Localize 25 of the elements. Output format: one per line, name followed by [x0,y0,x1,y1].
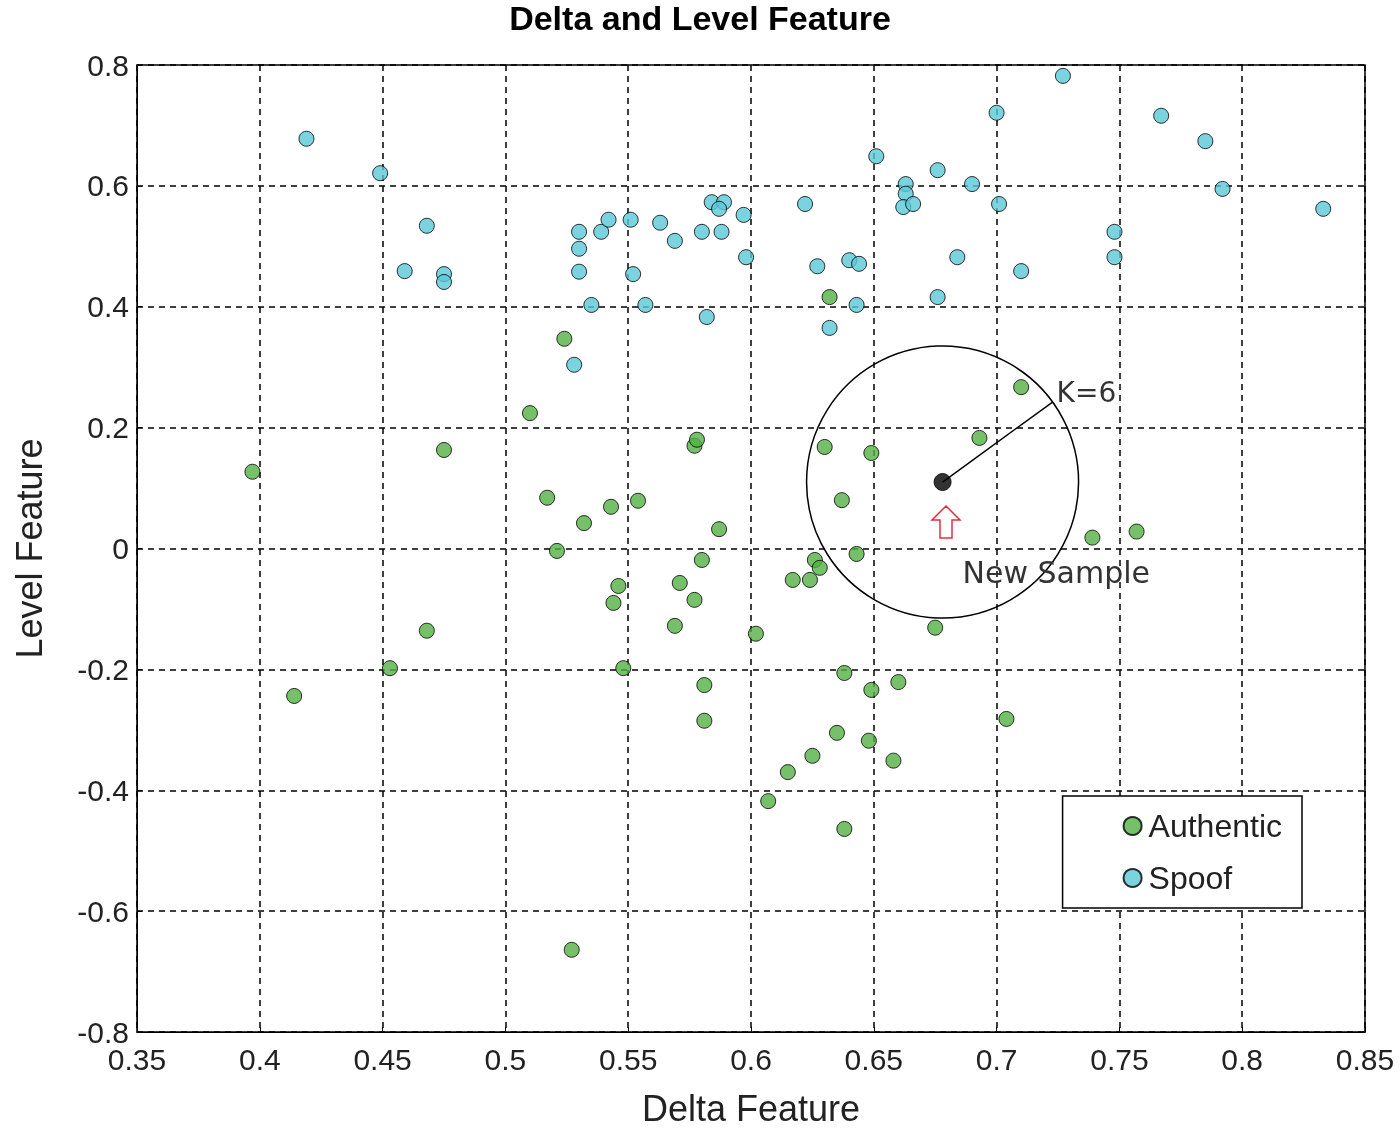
x-axis-title: Delta Feature [641,1087,861,1129]
x-tick-label: 0.6 [730,1042,772,1076]
x-tick-label: 0.5 [484,1042,527,1076]
y-axis-title: Level Feature [8,438,50,659]
x-tick-label: 0.4 [238,1042,281,1076]
y-tick-label: 0 [112,532,129,565]
x-tick-label: 0.45 [353,1042,412,1076]
y-tick-label: 0.2 [87,411,129,445]
x-tick-label: 0.7 [975,1042,1018,1076]
y-tick-label: 0.8 [87,48,129,82]
y-tick-label: -0.4 [77,773,129,807]
y-tick-label: -0.6 [77,894,129,928]
x-tick-label: 0.65 [844,1042,903,1076]
legend-label: Authentic [1148,808,1282,844]
x-tick-label: 0.75 [1090,1042,1149,1076]
y-tick-label: -0.2 [77,652,129,686]
x-tick-label: 0.85 [1335,1042,1395,1076]
y-tick-label: 0.6 [87,169,129,203]
legend-label: Spoof [1148,860,1233,896]
y-tick-label: 0.4 [87,290,129,324]
chart-title: Delta and Level Feature [509,0,891,37]
x-tick-label: 0.8 [1221,1042,1264,1076]
x-tick-label: 0.55 [599,1042,658,1076]
annotation: K=6 [1056,375,1117,409]
annotation: New Sample [962,554,1151,590]
